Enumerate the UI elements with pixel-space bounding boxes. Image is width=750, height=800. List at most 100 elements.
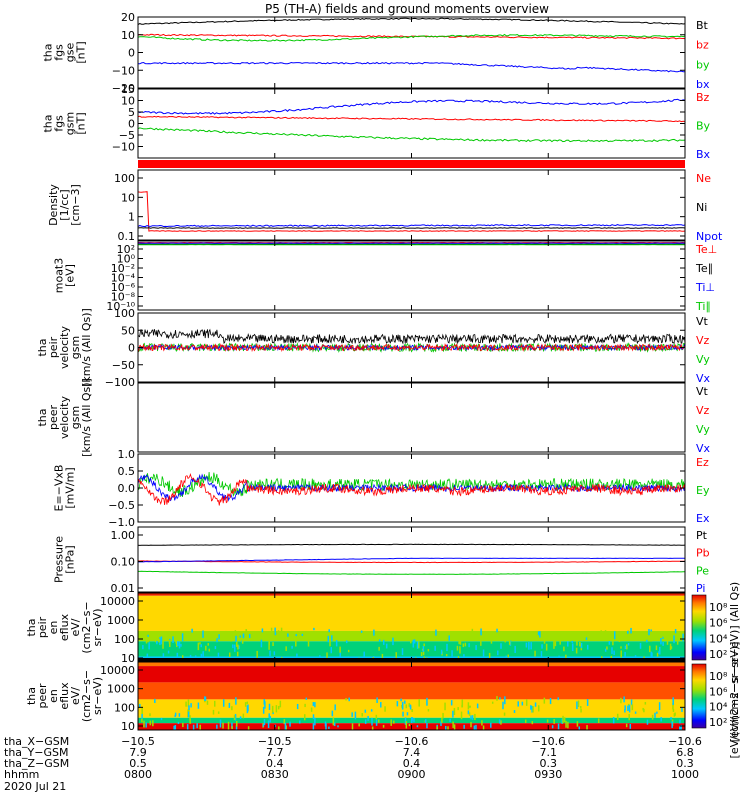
frame-peer-vel — [137, 382, 686, 453]
ytick-label: 1.0 — [118, 448, 136, 461]
series-Pi — [138, 557, 685, 563]
plot-area-efield — [138, 471, 685, 506]
footer-value: 6.8 — [676, 746, 694, 759]
footer-value: 7.4 — [403, 746, 421, 759]
ylabel-peer-vel: tha — [36, 408, 49, 426]
footer-value: 7.1 — [540, 746, 558, 759]
legend-Pb: Pb — [696, 547, 710, 560]
panel-pressure: Pressure[nPa] 1.00 0.10 0.01 Pt Pb Pe Pi — [53, 526, 710, 595]
series-Pt — [138, 543, 685, 546]
legend-Npot: Npot — [696, 230, 723, 243]
ylabel-fgs-gse: fgs — [53, 44, 66, 61]
legend-Vy: Vy — [696, 423, 710, 436]
footer-value: 0.3 — [676, 757, 694, 770]
ylabel-peer-eflux: (cm2−s− — [80, 670, 93, 722]
legend-Pe: Pe — [696, 564, 709, 577]
panel-peir-eflux: thapeirenefluxeV/(cm2−s−sr−eV)10⁸10⁶10⁴1… — [25, 582, 741, 742]
ylabel-peir-eflux: eV/ — [69, 618, 82, 636]
ylabel-fgs-gse: [nT] — [75, 41, 88, 63]
ytick-label: −10 — [112, 64, 135, 77]
ylabel-peer-eflux: peer — [36, 683, 49, 709]
colorbar-label: [eV/(cm2−s−sr−eV)] (All Qs) — [728, 582, 741, 742]
ylabel-peer-vel: [km/s (All Qs)] — [80, 378, 93, 457]
ytick-label: 1000 — [107, 683, 135, 696]
legend-by: by — [696, 58, 710, 71]
ylabel-peer-vel: gsm — [69, 406, 82, 429]
ytick-label: −1.0 — [108, 516, 135, 529]
ylabel-peir-eflux: eflux — [58, 613, 71, 641]
spectrogram-band — [138, 641, 685, 657]
legend-Vz: Vz — [696, 404, 710, 417]
legend-Ey: Ey — [696, 484, 710, 497]
ytick-label: 10⁻⁸ — [111, 291, 136, 304]
ytick-label: −50 — [112, 359, 135, 372]
footer-value: 1000 — [671, 768, 699, 781]
footer-value: 0900 — [398, 768, 426, 781]
ytick-label: 0 — [128, 342, 135, 355]
ytick-label: 10 — [121, 95, 135, 108]
ylabel-peir-vel: tha — [36, 338, 49, 356]
ylabel-peir-eflux: (cm2−s− — [80, 601, 93, 653]
footer-row-label: tha_Z−GSM — [4, 757, 69, 770]
plot-area-pressure — [138, 543, 685, 575]
ylabel-pressure: Pressure — [53, 536, 66, 583]
ytick-label: −0.5 — [108, 499, 135, 512]
plot-area-density — [138, 191, 685, 232]
ytick-label: 10000 — [100, 595, 135, 608]
ytick-label: −100 — [105, 376, 135, 389]
colorbar — [691, 594, 707, 661]
colorbar-tick: 10⁴ — [709, 701, 728, 714]
colorbar-label: [eV/(cm2−s−sr−eV)] — [728, 642, 741, 759]
ylabel-efield: [mV/m] — [64, 467, 77, 508]
legend-Bt: Bt — [696, 19, 709, 32]
footer-value: 0930 — [534, 768, 562, 781]
series-Vx — [138, 343, 685, 352]
spectrogram-band — [138, 682, 685, 700]
series-Bx — [138, 115, 685, 123]
series-Npot — [138, 224, 685, 228]
ylabel-density: [cm−3] — [69, 184, 82, 226]
ytick-label: 0.5 — [118, 465, 136, 478]
frame-fgs-gse — [137, 16, 686, 89]
ytick-label: 0 — [128, 47, 135, 60]
footer-row-label: hhmm — [4, 768, 39, 781]
legend-Pt: Pt — [696, 529, 708, 542]
frame-pressure — [137, 526, 686, 593]
ytick-label: 20 — [121, 11, 135, 24]
footer-value: 0.4 — [403, 757, 421, 770]
series-Bz — [138, 98, 685, 115]
legend-Vx: Vx — [696, 442, 711, 455]
series-Ey — [138, 471, 685, 498]
frame-temp — [137, 240, 686, 311]
series-bx — [138, 61, 685, 73]
legend-bz: bz — [696, 39, 709, 52]
ytick-label: 10⁻² — [111, 262, 135, 275]
ylabel-peir-eflux: peir — [36, 616, 49, 638]
ytick-label: 100 — [114, 172, 135, 185]
ylabel-temp: [eV] — [64, 264, 77, 287]
plot-title: P5 (TH-A) fields and ground moments over… — [265, 2, 549, 16]
legend-Te∥: Te∥ — [695, 262, 713, 275]
ylabel-fgs-gsm: [nT] — [75, 112, 88, 134]
ytick-label: 0.01 — [111, 582, 136, 595]
ytick-label: 100 — [114, 307, 135, 320]
ytick-label: 10² — [117, 243, 135, 256]
footer-value: 0.3 — [540, 757, 558, 770]
footer-value: 0830 — [261, 768, 289, 781]
series-by — [138, 33, 685, 42]
colorbar-tick: 10⁸ — [709, 601, 728, 614]
colorbar-tick: 10² — [709, 716, 727, 729]
legend-Vx: Vx — [696, 372, 711, 385]
ytick-label: 15 — [121, 83, 135, 96]
legend-By: By — [696, 120, 711, 133]
colorbar — [691, 663, 707, 729]
ytick-label: 10000 — [100, 664, 135, 677]
plot-area-fgs-gse — [138, 17, 685, 73]
ylabel-temp: moat3 — [53, 258, 66, 294]
legend-bx: bx — [696, 78, 710, 91]
ylabel-peir-vel: [km/s (All Qs)] — [80, 308, 93, 387]
spectrogram-band — [138, 595, 685, 631]
